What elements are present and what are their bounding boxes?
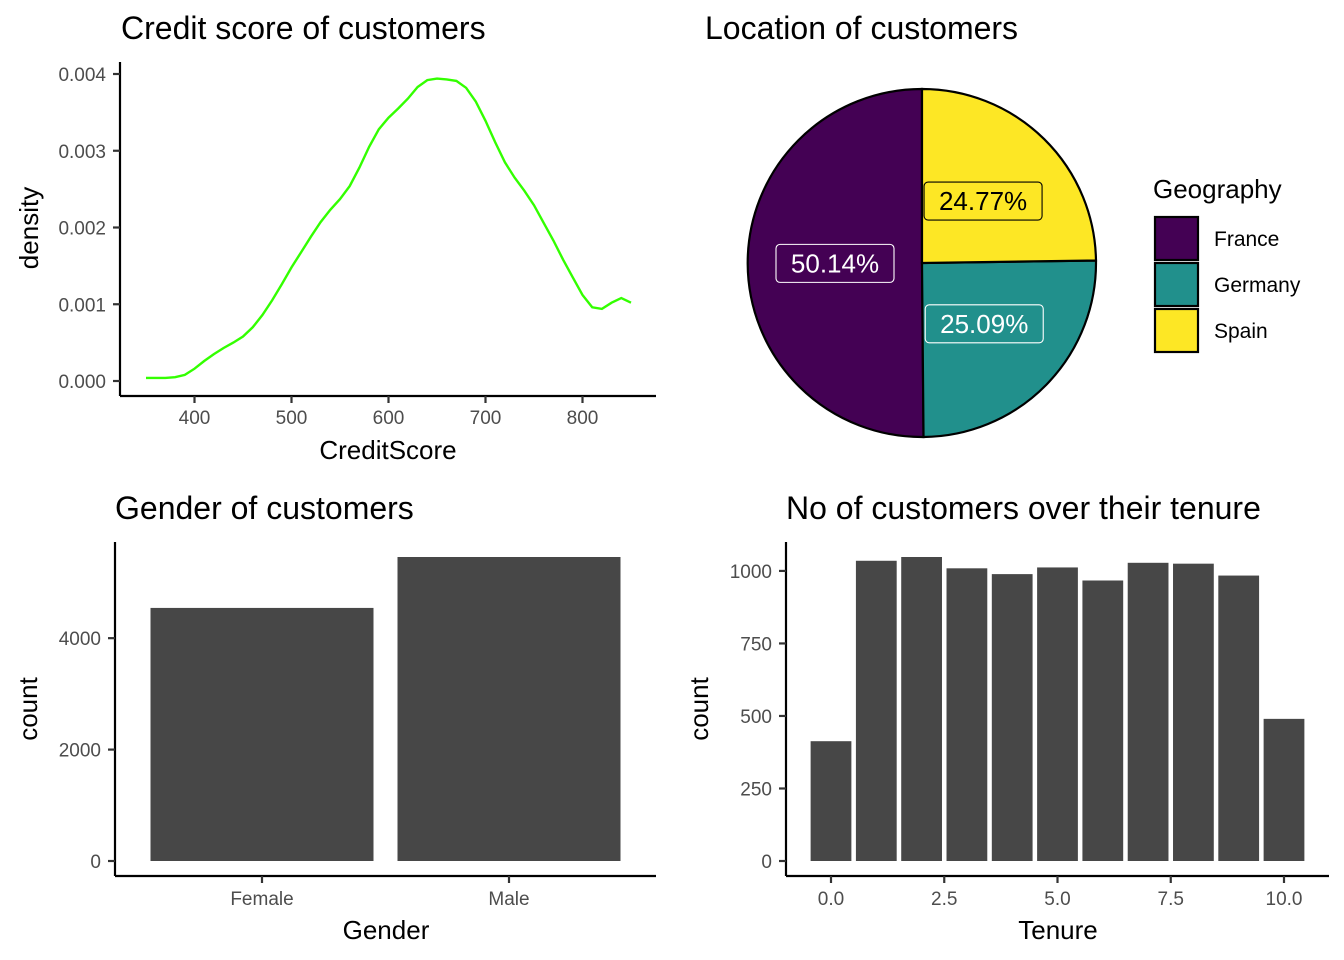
tenure-bar-9 — [1218, 575, 1260, 861]
tenure-y-tick-label: 0 — [761, 852, 772, 873]
pie-label-text: 25.09% — [940, 309, 1028, 339]
legend-label-france: France — [1214, 228, 1279, 251]
credit-score-title: Credit score of customers — [121, 10, 486, 46]
tenure-x-tick-label: 2.5 — [931, 889, 957, 910]
credit-score-density-panel: Credit score of customers 400 500 600 700 80… — [14, 10, 656, 465]
tenure-x-tick-label: 7.5 — [1158, 889, 1184, 910]
location-pie-panel: Location of customers 50.14% 25.09% 24.77%… — [705, 10, 1301, 439]
tenure-x-axis-title: Tenure — [1018, 915, 1098, 945]
density-y-tick-label: 0.003 — [58, 142, 106, 163]
gender-x-axis-title: Gender — [343, 915, 430, 945]
tenure-y-axis-title: count — [684, 676, 714, 740]
gender-y-tick-label: 4000 — [59, 629, 101, 650]
legend-swatch-france — [1153, 215, 1200, 262]
gender-x-tick-label: Female — [230, 889, 293, 910]
density-y-tick-label: 0.004 — [58, 65, 106, 86]
legend-label-spain: Spain — [1214, 320, 1268, 343]
gender-bar-female — [150, 607, 374, 861]
pie-label-text: 24.77% — [939, 186, 1027, 216]
tenure-bar-1 — [855, 560, 897, 861]
tenure-title: No of customers over their tenure — [786, 490, 1261, 526]
tenure-bar-5 — [1037, 567, 1078, 861]
density-x-tick-label: 600 — [373, 408, 405, 429]
tenure-y-tick-label: 750 — [740, 634, 772, 655]
gender-bar-panel: Gender of customers Female Male020004000 … — [13, 490, 656, 945]
gender-y-tick-label: 0 — [90, 852, 101, 873]
gender-bar-male — [397, 557, 621, 861]
density-y-axis-title: density — [14, 187, 44, 269]
density-y-tick-label: 0.002 — [58, 219, 106, 240]
tenure-bar-0 — [810, 741, 852, 861]
tenure-bar-3 — [946, 568, 988, 861]
density-y-tick-label: 0.001 — [58, 295, 106, 316]
density-x-tick-label: 700 — [470, 408, 502, 429]
density-x-tick-label: 500 — [276, 408, 308, 429]
legend-label-germany: Germany — [1214, 274, 1301, 297]
tenure-bar-2 — [901, 557, 942, 861]
gender-y-tick-label: 2000 — [59, 741, 101, 762]
density-curve — [146, 77, 632, 380]
legend-swatch-germany — [1153, 261, 1200, 308]
tenure-bar-7 — [1127, 562, 1169, 861]
density-x-tick-label: 400 — [179, 408, 211, 429]
tenure-x-tick-label: 5.0 — [1044, 889, 1070, 910]
tenure-x-tick-label: 10.0 — [1266, 889, 1303, 910]
pie-label-france: 50.14% — [775, 243, 895, 283]
gender-title: Gender of customers — [115, 490, 414, 526]
pie-label-spain: 24.77% — [923, 181, 1043, 221]
pie-label-box — [924, 304, 1044, 344]
legend-swatch-spain — [1153, 307, 1200, 354]
tenure-bar-6 — [1082, 580, 1124, 861]
gender-x-tick-label: Male — [488, 889, 529, 910]
pie-label-text: 50.14% — [791, 248, 879, 278]
tenure-y-tick-label: 250 — [740, 779, 772, 800]
density-x-axis-title: CreditScore — [319, 435, 456, 465]
density-x-tick-label: 800 — [567, 408, 599, 429]
tenure-x-tick-label: 0.0 — [818, 889, 844, 910]
pie-label-germany: 25.09% — [924, 304, 1044, 344]
tenure-bar-panel: No of customers over their tenure 0.0 2.5… — [684, 490, 1329, 945]
tenure-bar-8 — [1173, 563, 1214, 861]
tenure-bar-10 — [1263, 718, 1305, 861]
tenure-y-tick-label: 1000 — [730, 562, 772, 583]
pie-label-box — [923, 181, 1043, 221]
density-y-tick-label: 0.000 — [58, 372, 106, 393]
location-title: Location of customers — [705, 10, 1018, 46]
tenure-bar-4 — [991, 574, 1033, 861]
pie-label-box — [775, 243, 895, 283]
tenure-y-tick-label: 500 — [740, 707, 772, 728]
gender-y-axis-title: count — [13, 676, 43, 740]
geography-legend-title: Geography — [1153, 174, 1282, 204]
